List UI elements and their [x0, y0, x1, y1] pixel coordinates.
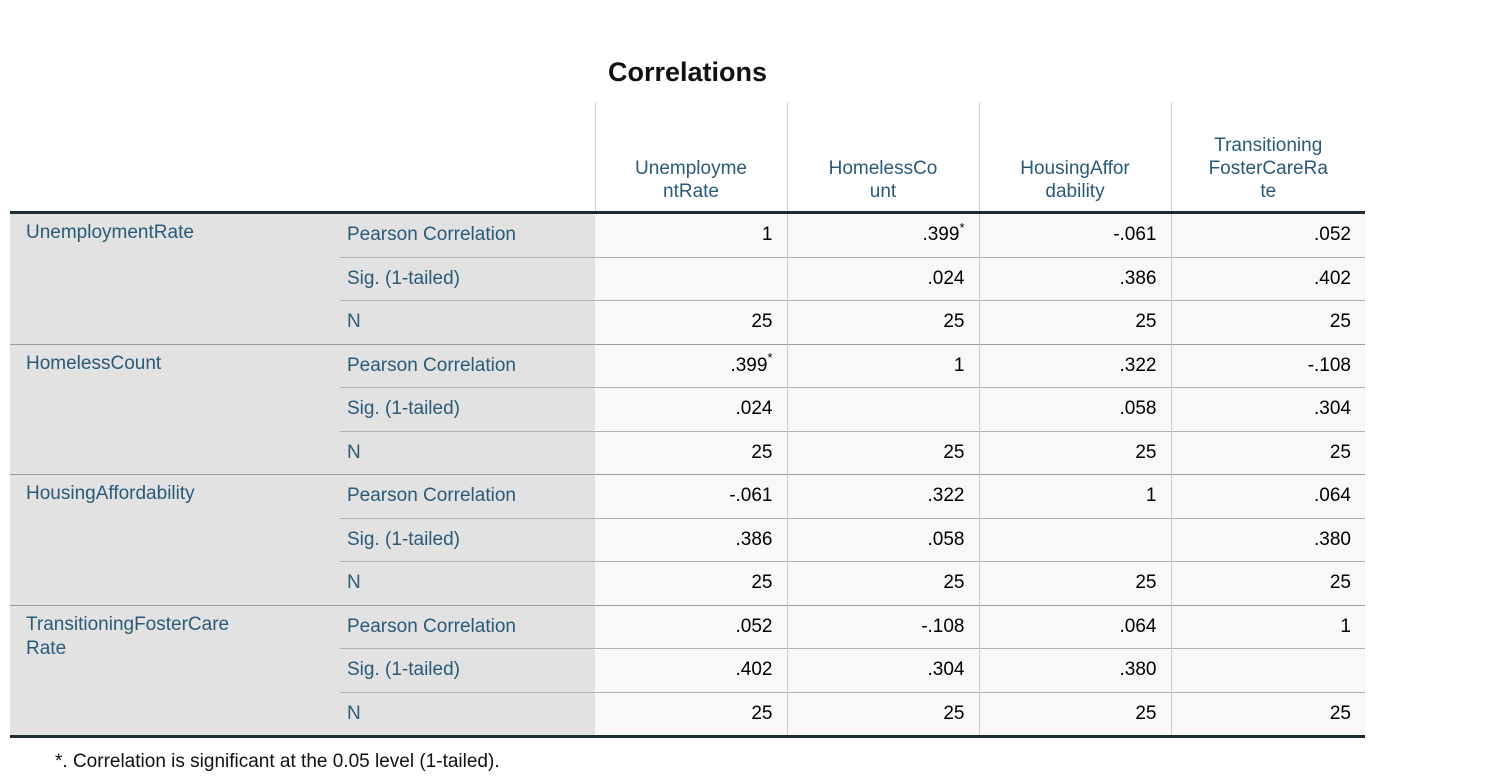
statistic-label: N: [340, 300, 595, 344]
statistic-label: Sig. (1-tailed): [340, 648, 595, 692]
value-cell: 1: [978, 474, 1171, 518]
value-cell: 25: [1170, 300, 1365, 344]
column-header-housingaffordability: HousingAffor dability: [978, 103, 1171, 214]
value-cell: [978, 517, 1171, 562]
correlations-table: Unemployme ntRate HomelessCo unt Housing…: [10, 103, 1365, 738]
table-row: HomelessCount Pearson Correlation .399* …: [10, 343, 1365, 475]
table-row: Sig. (1-tailed) .386 .058 .380: [10, 517, 1365, 562]
value-cell: -.108: [786, 604, 979, 649]
value-cell: 25: [978, 561, 1171, 605]
value-cell: .386: [595, 517, 787, 562]
value-cell: 1: [786, 343, 979, 388]
statistic-label: Pearson Correlation: [340, 212, 595, 257]
value-cell: 25: [1170, 561, 1365, 605]
table-row: N 25 25 25 25: [10, 300, 1365, 344]
significance-star: *: [767, 350, 773, 366]
value-cell: 1: [1170, 604, 1365, 649]
statistic-label: Pearson Correlation: [340, 604, 595, 649]
value-cell: 25: [595, 691, 787, 738]
statistic-label: N: [340, 691, 595, 738]
value-cell: .380: [1170, 517, 1365, 562]
value-cell: 25: [595, 300, 787, 344]
value-cell: 25: [978, 430, 1171, 475]
significance-footnote: *. Correlation is significant at the 0.0…: [55, 751, 500, 772]
table-row: N 25 25 25 25: [10, 561, 1365, 605]
value-cell: -.061: [595, 474, 787, 518]
statistic-label: Sig. (1-tailed): [340, 256, 595, 301]
value-cell: .058: [978, 387, 1171, 431]
table-row: HousingAffordability Pearson Correlation…: [10, 474, 1365, 605]
value-cell: 25: [595, 561, 787, 605]
statistic-label: Pearson Correlation: [340, 474, 595, 518]
column-header-transitioningfostercarerate: Transitioning FosterCareRa te: [1170, 103, 1365, 214]
table-row: N 25 25 25 25: [10, 430, 1365, 475]
stub-header-spacer: [10, 103, 595, 214]
value-cell: .024: [595, 387, 787, 431]
value-cell: [786, 387, 979, 431]
value-cell: 25: [1170, 691, 1365, 738]
statistic-label: Pearson Correlation: [340, 343, 595, 388]
table-row: Sig. (1-tailed) .024 .058 .304: [10, 387, 1365, 431]
table-row: UnemploymentRate Pearson Correlation 1 .…: [10, 212, 1365, 344]
table-row: N 25 25 25 25: [10, 691, 1365, 738]
value-cell: .052: [595, 604, 787, 649]
value-cell: .386: [978, 256, 1171, 301]
value-cell: 25: [786, 430, 979, 475]
value-cell: .024: [786, 256, 979, 301]
statistic-label: Sig. (1-tailed): [340, 517, 595, 562]
value-cell: 25: [786, 300, 979, 344]
value-cell: 25: [595, 430, 787, 475]
column-header-homelesscount: HomelessCo unt: [786, 103, 979, 214]
value-cell: [595, 256, 787, 301]
value-cell: -.108: [1170, 343, 1365, 388]
table-row: TransitioningFosterCare Rate Pearson Cor…: [10, 604, 1365, 738]
table-row: Sig. (1-tailed) .024 .386 .402: [10, 256, 1365, 301]
row-group-label: HousingAffordability: [10, 474, 340, 605]
value-cell: .304: [1170, 387, 1365, 431]
value-cell: 25: [978, 691, 1171, 738]
value-cell: 1: [595, 212, 787, 257]
row-group-label: UnemploymentRate: [10, 212, 340, 344]
table-title: Correlations: [607, 57, 768, 87]
value-cell: .402: [595, 648, 787, 692]
significance-star: *: [959, 219, 965, 235]
value-cell: .399*: [595, 343, 787, 388]
row-group-label: HomelessCount: [10, 343, 340, 475]
value-cell: .304: [786, 648, 979, 692]
value-cell: .402: [1170, 256, 1365, 301]
value-cell: 25: [786, 561, 979, 605]
value-cell: .058: [786, 517, 979, 562]
value-cell: 25: [1170, 430, 1365, 475]
statistic-label: N: [340, 561, 595, 605]
value-cell: .322: [786, 474, 979, 518]
header-row: Unemployme ntRate HomelessCo unt Housing…: [10, 103, 1365, 214]
statistic-label: Sig. (1-tailed): [340, 387, 595, 431]
value-cell: 25: [786, 691, 979, 738]
value-cell: -.061: [978, 212, 1171, 257]
value-cell: .380: [978, 648, 1171, 692]
value-cell: .064: [978, 604, 1171, 649]
column-header-unemploymentrate: Unemployme ntRate: [594, 103, 787, 214]
value-cell: .399*: [786, 212, 979, 257]
value-cell: 25: [978, 300, 1171, 344]
value-cell: .052: [1170, 212, 1365, 257]
table-row: Sig. (1-tailed) .402 .304 .380: [10, 648, 1365, 692]
row-group-label: TransitioningFosterCare Rate: [10, 604, 340, 738]
statistic-label: N: [340, 430, 595, 475]
value-cell: [1170, 648, 1365, 692]
value-cell: .322: [978, 343, 1171, 388]
value-cell: .064: [1170, 474, 1365, 518]
